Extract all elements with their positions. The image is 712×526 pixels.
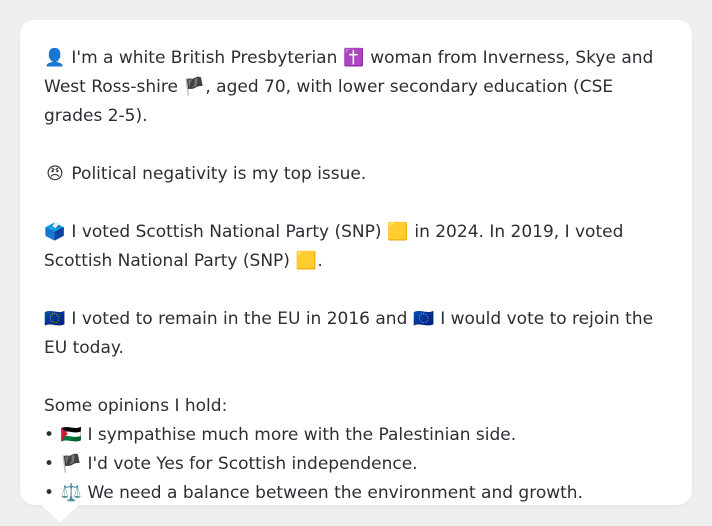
identity-paragraph: 👤 I'm a white British Presbyterian ✝️ wo… bbox=[44, 44, 668, 131]
opinion-text-palestine: I sympathise much more with the Palestin… bbox=[87, 425, 517, 445]
opinion-text-balance: We need a balance between the environmen… bbox=[87, 483, 583, 503]
eu-flag-icon-2: 🇪🇺 bbox=[413, 309, 435, 329]
snp-yellow-square-icon-2: 🟨 bbox=[295, 251, 317, 271]
snp-yellow-square-icon: 🟨 bbox=[387, 222, 409, 242]
identity-text-2: woman from Inverness, Skye and West Ross… bbox=[44, 48, 654, 97]
opinion-text-independence: I'd vote Yes for Scottish independence. bbox=[87, 454, 418, 474]
opinions-section: Some opinions I hold: • 🇵🇸 I sympathise m… bbox=[44, 392, 668, 508]
top-issue-text: Political negativity is my top issue. bbox=[71, 164, 367, 184]
scales-icon: ⚖️ bbox=[60, 483, 82, 503]
eu-paragraph: 🇪🇺 I voted to remain in the EU in 2016 a… bbox=[44, 305, 668, 363]
vote-history-text-3: . bbox=[317, 251, 323, 271]
opinion-item: • ⚖️ We need a balance between the enviro… bbox=[44, 479, 668, 508]
vote-history-text-2: in 2024. In 2019, I voted Scottish Natio… bbox=[44, 222, 624, 271]
bullet-dot: • bbox=[44, 454, 55, 474]
opinions-heading: Some opinions I hold: bbox=[44, 396, 228, 416]
eu-flag-icon: 🇪🇺 bbox=[44, 309, 66, 329]
vote-history-text-1: I voted Scottish National Party (SNP) bbox=[71, 222, 382, 242]
top-issue-paragraph: 😠 Political negativity is my top issue. bbox=[44, 160, 668, 189]
bullet-dot: • bbox=[44, 425, 55, 445]
opinion-item: • 🇵🇸 I sympathise much more with the Pale… bbox=[44, 421, 668, 450]
ballot-box-icon: 🗳️ bbox=[44, 222, 66, 242]
person-icon: 👤 bbox=[44, 48, 66, 68]
eu-text-2: I would vote to rejoin the EU today. bbox=[44, 309, 654, 358]
identity-text-1: I'm a white British Presbyterian bbox=[71, 48, 338, 68]
speech-bubble-tail bbox=[40, 504, 80, 522]
bullet-dot: • bbox=[44, 483, 55, 503]
scotland-flag-icon: 🏴 bbox=[60, 454, 82, 474]
opinion-item: • 🏴 I'd vote Yes for Scottish independenc… bbox=[44, 450, 668, 479]
palestine-flag-icon: 🇵🇸 bbox=[60, 425, 82, 445]
scotland-flag-icon: 🏴 bbox=[183, 77, 205, 97]
cross-icon: ✝️ bbox=[343, 48, 365, 68]
identity-text-3: , aged 70, with lower secondary educatio… bbox=[44, 77, 614, 126]
profile-card: 👤 I'm a white British Presbyterian ✝️ wo… bbox=[20, 20, 692, 505]
eu-text-1: I voted to remain in the EU in 2016 and bbox=[71, 309, 408, 329]
vote-history-paragraph: 🗳️ I voted Scottish National Party (SNP)… bbox=[44, 218, 668, 276]
angry-face-icon: 😠 bbox=[46, 164, 64, 184]
